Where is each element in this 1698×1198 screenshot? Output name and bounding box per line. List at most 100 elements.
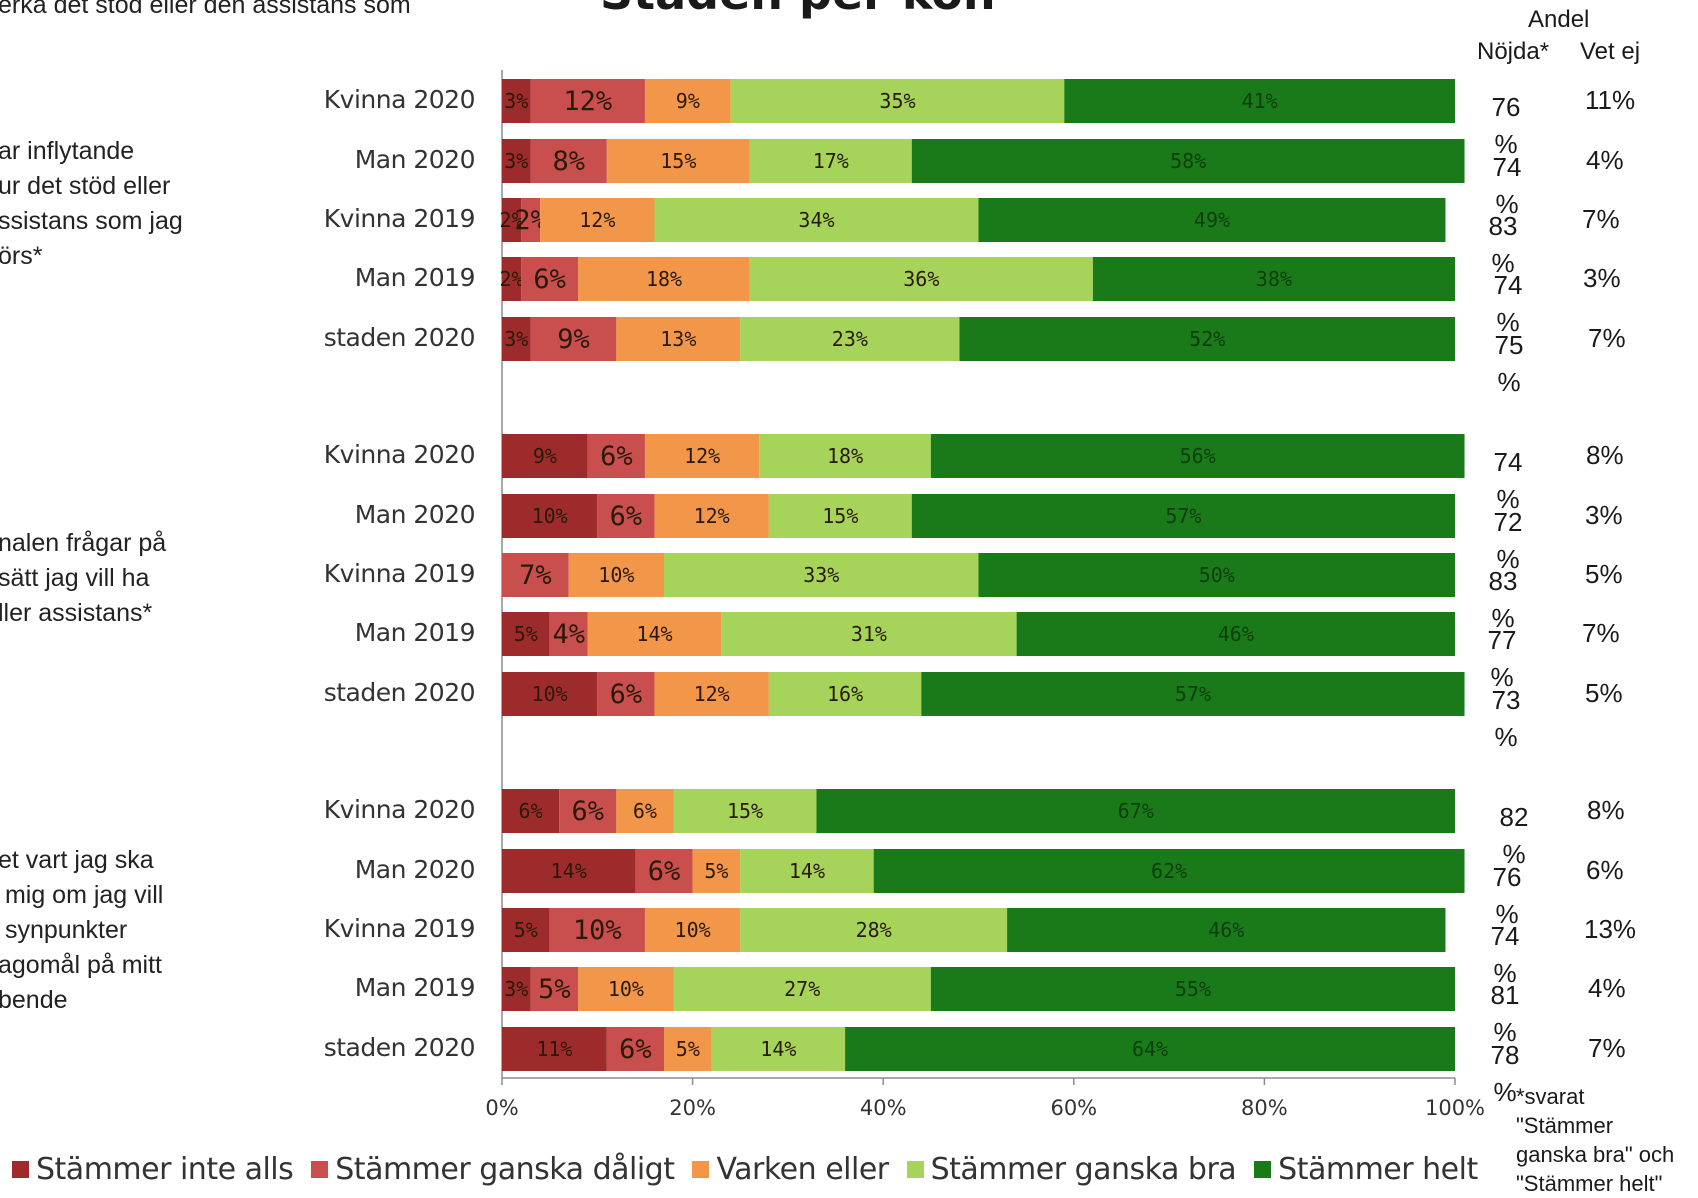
bar-segment — [502, 257, 522, 301]
nojda-value: 82 % — [1499, 802, 1529, 869]
data-label: 12% — [563, 86, 612, 117]
nojda-value: 72 % — [1493, 507, 1523, 574]
legend-swatch — [311, 1161, 329, 1178]
data-label: 10% — [532, 682, 568, 706]
data-label: 12% — [694, 682, 730, 706]
bar-segment — [521, 257, 579, 301]
bar-segment — [959, 317, 1455, 361]
data-label: 11% — [536, 1037, 572, 1061]
bar-segment — [768, 672, 922, 716]
data-label: 5% — [514, 918, 538, 942]
data-label: 10% — [598, 563, 634, 587]
nojda-value: 74 % — [1492, 152, 1522, 219]
x-tick-label: 20% — [669, 1096, 716, 1120]
data-label: 6% — [600, 441, 633, 472]
bar-segment — [587, 612, 722, 656]
vet-ej-value: 7% — [1588, 323, 1626, 353]
row-label: Kvinna 2020 — [323, 795, 476, 824]
nojda-value: 78 % — [1490, 1040, 1520, 1107]
data-label: 18% — [646, 267, 682, 291]
x-tick-label: 60% — [1050, 1096, 1097, 1120]
bar-segment — [721, 612, 1017, 656]
bar-segment — [502, 139, 531, 183]
data-label: 6% — [572, 796, 605, 827]
bar-segment — [578, 257, 750, 301]
question-text-0: erka det stöd eller den assistans som — [0, 0, 411, 19]
data-label: 6% — [519, 799, 543, 823]
row-label: staden 2020 — [323, 323, 476, 352]
bar-segment — [1016, 612, 1455, 656]
data-label: 6% — [648, 856, 681, 887]
nojda-value: 77 % — [1487, 625, 1517, 692]
data-label: 2% — [499, 208, 523, 232]
data-label: 5% — [514, 622, 538, 646]
data-label: 8% — [552, 146, 585, 177]
row-label: Man 2020 — [354, 500, 476, 529]
data-label: 18% — [827, 444, 863, 468]
bar-segment — [930, 967, 1455, 1011]
bar-segment — [502, 908, 550, 952]
legend-label: Stämmer helt — [1278, 1152, 1478, 1187]
bar-segment — [597, 672, 655, 716]
data-label: 67% — [1118, 799, 1154, 823]
bar-segment — [1064, 79, 1455, 123]
data-label: 55% — [1175, 977, 1211, 1001]
data-label: 33% — [803, 563, 839, 587]
vet-ej-value: 5% — [1585, 678, 1623, 708]
data-label: 6% — [619, 1034, 652, 1065]
bar-segment — [845, 1027, 1455, 1071]
bar-segment — [502, 494, 598, 538]
data-label: 6% — [610, 501, 643, 532]
data-label: 6% — [633, 799, 657, 823]
nojda-value: 74 % — [1490, 921, 1520, 988]
vet-ej-value: 11% — [1585, 85, 1636, 115]
row-label: Kvinna 2019 — [323, 559, 476, 588]
bar-segment — [730, 79, 1065, 123]
bar-segment — [559, 789, 617, 833]
bar-segment — [673, 789, 817, 833]
data-label: 36% — [903, 267, 939, 291]
data-label: 7% — [519, 560, 552, 591]
bar-segment — [502, 317, 531, 361]
row-label: Kvinna 2019 — [323, 914, 476, 943]
data-label: 28% — [856, 918, 892, 942]
vet-ej-value: 7% — [1582, 204, 1620, 234]
bar-segment — [644, 908, 741, 952]
legend-item-stammer-helt: Stämmer helt — [1254, 1152, 1478, 1187]
row-label: staden 2020 — [323, 678, 476, 707]
data-label: 35% — [879, 89, 915, 113]
data-label: 6% — [610, 679, 643, 710]
legend-item-varken-eller: Varken eller — [692, 1152, 889, 1187]
question-text-1: ar inflytande ur det stöd eller ssistans… — [0, 137, 183, 270]
bar-segment — [502, 553, 569, 597]
data-label: 15% — [727, 799, 763, 823]
vet-ej-value: 7% — [1588, 1033, 1626, 1063]
data-label: 10% — [573, 915, 622, 946]
question-text-3: et vart jag ska mig om jag vill synpunkt… — [0, 846, 164, 1014]
bar-segment — [597, 494, 655, 538]
header-nojda: Nöjda* — [1477, 38, 1550, 65]
vet-ej-value: 3% — [1585, 500, 1623, 530]
x-tick-label: 100% — [1425, 1096, 1485, 1120]
bar-segment — [654, 198, 979, 242]
bar-segment — [978, 553, 1455, 597]
data-label: 3% — [504, 327, 528, 351]
bar-segment — [502, 1027, 607, 1071]
vet-ej-value: 7% — [1582, 618, 1620, 648]
row-label: Kvinna 2019 — [323, 204, 476, 233]
nojda-value: 76 % — [1491, 92, 1521, 159]
data-label: 17% — [813, 149, 849, 173]
legend-item-stammer-ganska-bra: Stämmer ganska bra — [906, 1152, 1237, 1187]
data-label: 50% — [1199, 563, 1235, 587]
bar-segment — [930, 434, 1465, 478]
bar-segment — [502, 434, 588, 478]
bar-segment — [606, 139, 750, 183]
bar-segment — [654, 494, 769, 538]
bar-segment — [530, 967, 579, 1011]
data-label: 9% — [676, 89, 700, 113]
vet-ej-value: 3% — [1583, 263, 1621, 293]
data-label: 6% — [533, 264, 566, 295]
vet-ej-value: 4% — [1588, 973, 1626, 1003]
bar-segment — [759, 434, 931, 478]
header-andel: Andel — [1528, 6, 1590, 33]
